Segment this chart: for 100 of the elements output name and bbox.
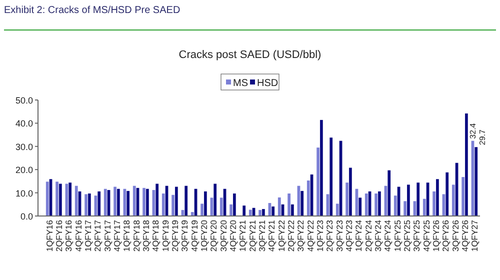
x-tick-label: 1QFY21 bbox=[238, 220, 248, 252]
bar bbox=[436, 179, 439, 216]
bar bbox=[58, 184, 62, 216]
y-tick-label: 0.0 bbox=[20, 212, 33, 222]
bar bbox=[214, 184, 217, 216]
x-tick-label: 4QFY19 bbox=[189, 220, 200, 252]
x-tick-label: 3QFY16 bbox=[64, 220, 74, 252]
x-tick-label: 2QFY24 bbox=[363, 220, 374, 252]
y-tick-label: 30.0 bbox=[15, 142, 33, 152]
bar bbox=[174, 186, 178, 216]
x-tick-label: 2QFY16 bbox=[54, 220, 64, 252]
x-tick-label: 1QFY17 bbox=[82, 220, 93, 252]
legend-label: HSD bbox=[257, 78, 278, 89]
bar bbox=[233, 193, 236, 216]
x-tick-label: 4QFY26 bbox=[460, 220, 470, 252]
bar bbox=[306, 180, 310, 216]
bar bbox=[114, 186, 116, 216]
x-tick-label: 2QFY20 bbox=[208, 220, 219, 252]
bar bbox=[330, 138, 333, 216]
bar bbox=[349, 168, 352, 216]
x-tick-label: 3QFY21 bbox=[257, 220, 267, 252]
x-tick-label: 3QFY26 bbox=[450, 220, 460, 252]
x-tick-label: 1QFY19 bbox=[160, 220, 170, 252]
bar bbox=[142, 188, 146, 216]
bar bbox=[258, 210, 262, 216]
bar bbox=[346, 182, 348, 216]
x-tick-label: 4QFY20 bbox=[228, 220, 238, 252]
bar bbox=[378, 191, 381, 216]
x-tick-label: 3QFY20 bbox=[218, 220, 228, 252]
data-label: 32.4 bbox=[468, 122, 478, 139]
x-tick-label: 3QFY17 bbox=[102, 220, 112, 252]
bar bbox=[162, 193, 165, 216]
bar bbox=[68, 182, 72, 216]
x-tick-label: 3QFY23 bbox=[334, 220, 344, 252]
bar bbox=[204, 191, 207, 216]
bar bbox=[465, 113, 468, 216]
bar bbox=[230, 204, 232, 216]
bar bbox=[388, 170, 391, 216]
data-label: 29.7 bbox=[478, 128, 488, 146]
bar bbox=[278, 197, 281, 216]
bar bbox=[184, 186, 188, 216]
x-tick-label: 4QFY16 bbox=[73, 220, 84, 252]
bar bbox=[200, 204, 204, 216]
bar bbox=[88, 193, 91, 216]
bar bbox=[248, 210, 252, 216]
x-tick-label: 2QFY26 bbox=[440, 220, 451, 252]
y-tick-label: 20.0 bbox=[15, 165, 33, 176]
bar bbox=[358, 198, 362, 216]
bar bbox=[220, 198, 223, 216]
x-tick-label: 2QFY17 bbox=[92, 220, 103, 252]
x-tick-label: 2QFY22 bbox=[286, 220, 296, 252]
bar bbox=[126, 190, 130, 216]
x-tick-label: 2QFY25 bbox=[402, 220, 412, 252]
bar bbox=[320, 120, 323, 216]
x-tick-label: 1QFY18 bbox=[122, 220, 132, 252]
bar bbox=[422, 198, 426, 216]
bar bbox=[56, 182, 58, 216]
bar bbox=[98, 191, 101, 216]
chart-title: Cracks post SAED (USD/bbl) bbox=[178, 49, 322, 61]
y-tick-label: 10.0 bbox=[15, 188, 33, 198]
bar bbox=[364, 193, 368, 216]
x-tick-label: 4QFY25 bbox=[421, 220, 432, 252]
x-tick-label: 1QFY22 bbox=[276, 220, 286, 252]
text: Exhibit 2: Cracks of MS/HSD Pre SAED bbox=[4, 5, 180, 16]
x-tick-label: 4QFY21 bbox=[266, 220, 277, 252]
y-tick-label: 50.0 bbox=[15, 96, 33, 106]
bar bbox=[242, 206, 246, 216]
bar bbox=[404, 201, 407, 216]
bar bbox=[452, 184, 455, 216]
x-tick-label: 1QFY20 bbox=[198, 220, 209, 252]
x-tick-label: 1QFY27 bbox=[470, 220, 480, 252]
bar bbox=[316, 148, 320, 216]
x-tick-label: 1QFY23 bbox=[315, 220, 326, 252]
bar bbox=[462, 177, 465, 216]
bar bbox=[416, 182, 420, 216]
y-tick-label: 40.0 bbox=[15, 118, 33, 129]
x-tick-label: 3QFY22 bbox=[296, 220, 306, 252]
x-tick-label: 2QFY18 bbox=[131, 220, 142, 252]
bar bbox=[46, 182, 49, 216]
x-tick-label: 4QFY23 bbox=[344, 220, 354, 252]
x-tick-label: 4QFY22 bbox=[305, 220, 316, 252]
bar bbox=[288, 193, 290, 216]
x-tick-label: 3QFY25 bbox=[412, 220, 422, 252]
bar bbox=[394, 196, 397, 216]
legend-label: MS bbox=[233, 78, 248, 89]
bar bbox=[104, 188, 107, 216]
x-tick-label: 3QFY19 bbox=[180, 220, 190, 252]
x-tick-label: 1QFY24 bbox=[354, 220, 364, 252]
bar bbox=[146, 188, 149, 216]
x-tick-label: 2QFY21 bbox=[247, 220, 258, 252]
bar bbox=[262, 209, 265, 216]
bar bbox=[84, 194, 88, 216]
x-tick-label: 1QFY26 bbox=[431, 220, 442, 252]
x-tick-label: 1QFY16 bbox=[44, 220, 54, 252]
bar bbox=[116, 188, 120, 216]
bar bbox=[432, 191, 436, 216]
bar bbox=[300, 190, 304, 216]
bar bbox=[374, 193, 378, 216]
x-tick-label: 3QFY18 bbox=[140, 220, 151, 252]
bar bbox=[156, 184, 159, 216]
